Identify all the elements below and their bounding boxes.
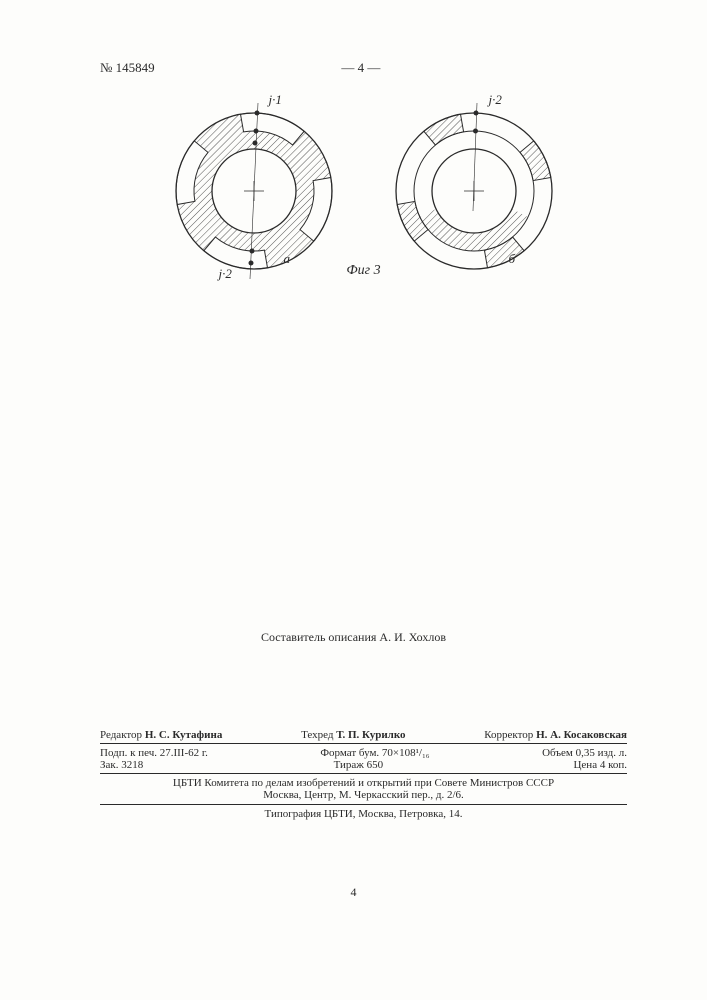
figure-area: j·1 j·2 а [100,96,627,286]
page-indicator: — 4 — [341,60,380,76]
figure-label: Фиг 3 [346,263,380,279]
piece-label-a: а [284,251,291,267]
piece-label-b: б [509,251,516,267]
annotation-j2-left: j·2 [219,266,232,282]
annotation-j1: j·1 [269,92,282,108]
credits-row-2: Подп. к печ. 27.III-62 г. Формат бум. 70… [100,744,627,759]
diagram-a: j·1 j·2 а [169,96,339,286]
credits-row-1: Редактор Н. С. Кутафина Техред Т. П. Кур… [100,729,627,744]
credits-row-3: Зак. 3218 Тираж 650 Цена 4 коп. [100,759,627,774]
credits-block: Редактор Н. С. Кутафина Техред Т. П. Кур… [100,729,627,820]
composer-line: Составитель описания А. И. Хохлов [0,630,707,645]
diagram-b: j·2 б [389,96,559,286]
doc-number: № 145849 [100,60,155,76]
page-header: № 145849 — 4 — [100,60,627,76]
annotation-j2-right: j·2 [489,92,502,108]
bottom-page-number: 4 [351,885,357,900]
typography-line: Типография ЦБТИ, Москва, Петровка, 14. [100,805,627,820]
publisher-lines: ЦБТИ Комитета по делам изобретений и отк… [100,774,627,805]
